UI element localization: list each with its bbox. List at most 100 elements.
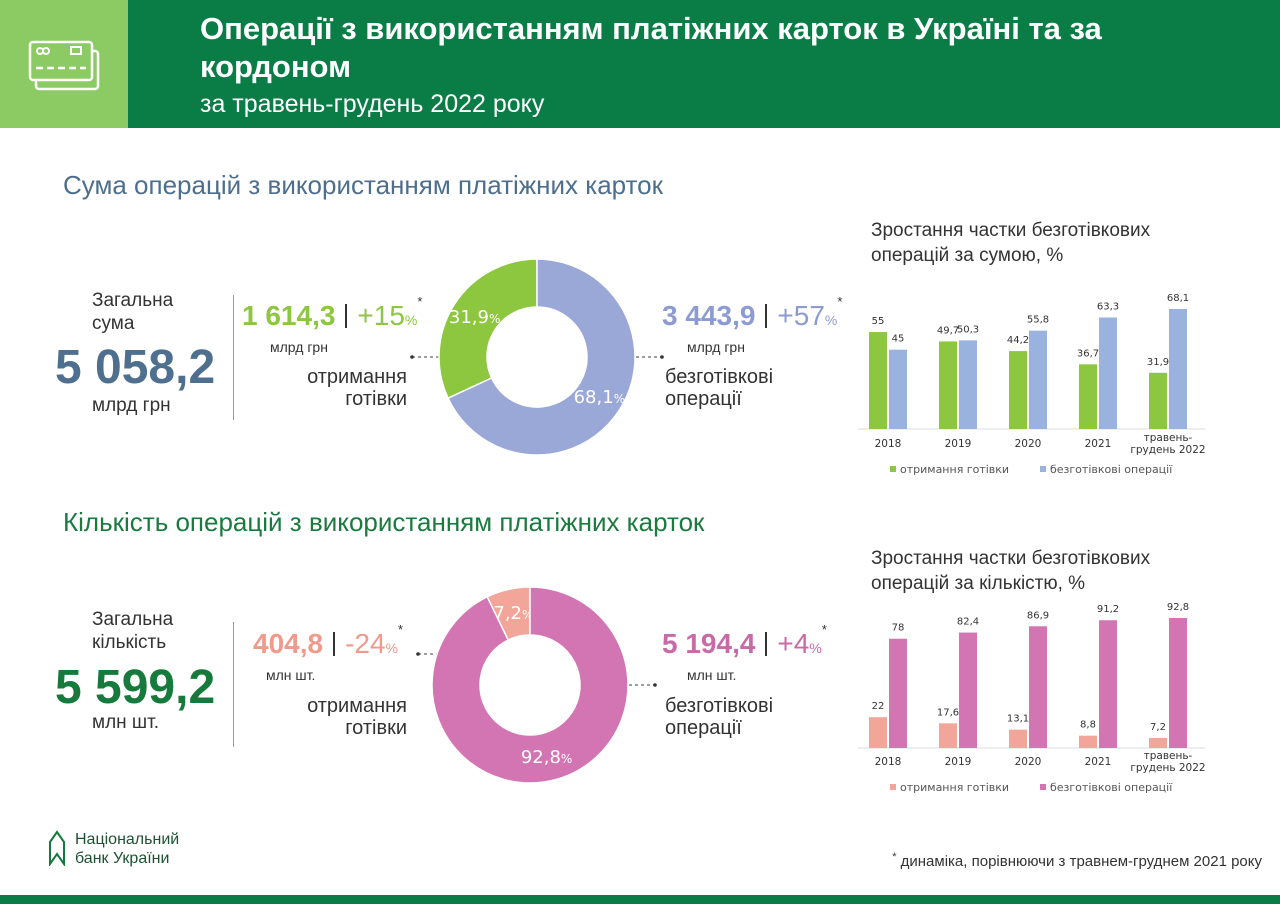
cash-row: 1 614,3 +15% * xyxy=(242,294,422,332)
data-label: 31,9 xyxy=(1147,357,1169,368)
x-tick-label: 2019 xyxy=(945,756,972,768)
total-unit: млрд грн xyxy=(92,395,171,416)
cashless-change: +4 xyxy=(777,628,810,659)
tick-line: травень- xyxy=(1144,432,1193,444)
pie-slice xyxy=(438,258,538,400)
divider xyxy=(233,622,234,747)
bar xyxy=(889,349,907,429)
data-label: 68,1 xyxy=(1167,293,1189,304)
header-icon-box xyxy=(0,0,128,128)
label-value: 7,2 xyxy=(493,603,522,624)
cashless-label: безготівкові операції xyxy=(665,695,774,739)
pct: % xyxy=(809,640,822,656)
total-unit: млн шт. xyxy=(92,712,160,733)
divider xyxy=(233,295,234,420)
data-label: 55,8 xyxy=(1027,315,1049,326)
legend-label: отримання готівки xyxy=(900,781,1009,794)
cash-row: 404,8 -24% * xyxy=(253,622,403,660)
data-label: 92,8 xyxy=(1167,602,1189,613)
cashless-row: 3 443,9 +57% * xyxy=(662,294,842,332)
bar xyxy=(959,632,977,748)
tick-line: травень- xyxy=(1144,750,1193,762)
data-label: 55 xyxy=(872,316,885,327)
note-mark: * xyxy=(821,622,827,637)
pct: % xyxy=(824,312,838,328)
bar xyxy=(1029,330,1047,429)
bar xyxy=(1149,372,1167,429)
cashless-unit: млрд грн xyxy=(687,339,745,355)
data-label: 63,3 xyxy=(1097,301,1119,312)
footnote: * динаміка, порівнюючи з травнем-груднем… xyxy=(892,851,1262,870)
data-label: 82,4 xyxy=(957,617,979,628)
x-tick-label: 2018 xyxy=(875,756,902,768)
x-tick-label: 2021 xyxy=(1085,438,1112,450)
total-value: 5 058,2 xyxy=(55,341,216,394)
bar xyxy=(1169,618,1187,748)
data-label: 78 xyxy=(892,623,905,634)
note-mark: * xyxy=(398,622,404,637)
cashless-change: +57 xyxy=(777,300,825,331)
pie-slice xyxy=(447,258,636,456)
footer-bar xyxy=(0,895,1280,904)
legend-label: отримання готівки xyxy=(900,463,1009,476)
cashless-value: 5 194,4 xyxy=(662,628,756,659)
x-tick-label: 2020 xyxy=(1015,756,1042,768)
bar xyxy=(939,341,957,429)
subtitle: за травень-грудень 2022 року xyxy=(200,90,545,118)
pct: % xyxy=(385,640,398,656)
cash-label: отримання готівки xyxy=(307,366,407,410)
bar xyxy=(1009,729,1027,748)
note-mark: * xyxy=(417,294,423,309)
total-value: 5 599,2 xyxy=(55,661,216,714)
total-label: Загальна кількість xyxy=(92,609,174,653)
data-label: 22 xyxy=(872,701,885,712)
chart-title: Зростання частки безготівкових операцій … xyxy=(871,548,1151,594)
cash-change: +15 xyxy=(357,300,405,331)
cash-label: отримання готівки xyxy=(307,695,407,739)
data-label: 7,2 xyxy=(1150,722,1166,733)
section-title: Кількість операцій з використанням платі… xyxy=(63,507,705,537)
cash-change: -24 xyxy=(345,628,386,659)
bar xyxy=(1079,735,1097,748)
data-label: 36,7 xyxy=(1077,348,1099,359)
legend-label: безготівкові операції xyxy=(1050,781,1173,794)
bar xyxy=(869,332,887,429)
note-mark: * xyxy=(892,851,897,863)
card-icon xyxy=(28,40,100,91)
bar xyxy=(1009,351,1027,429)
title: Операції з використанням платіжних карто… xyxy=(200,11,1102,84)
label-unit: % xyxy=(522,608,533,622)
data-label: 17,6 xyxy=(937,707,959,718)
tick-line: грудень 2022 xyxy=(1130,444,1205,456)
slice-label: 92,8% xyxy=(521,747,572,768)
bar xyxy=(959,340,977,429)
bank-name: Національний банк України xyxy=(75,831,180,867)
label-unit: % xyxy=(614,392,625,406)
note-text: динаміка, порівнюючи з травнем-груднем 2… xyxy=(900,853,1262,870)
cashless-label: безготівкові операції xyxy=(665,366,774,410)
data-label: 91,2 xyxy=(1097,604,1119,615)
x-tick-label: 2019 xyxy=(945,438,972,450)
bar xyxy=(1099,620,1117,748)
label-value: 68,1 xyxy=(574,387,614,408)
cash-value: 1 614,3 xyxy=(242,300,336,331)
label-unit: % xyxy=(489,312,500,326)
bar xyxy=(939,723,957,748)
label-value: 31,9 xyxy=(449,307,489,328)
bank-logo xyxy=(49,830,65,866)
data-label: 44,2 xyxy=(1007,335,1029,346)
data-label: 50,3 xyxy=(957,324,979,335)
pct: % xyxy=(404,312,418,328)
bar xyxy=(1079,364,1097,429)
data-label: 8,8 xyxy=(1080,720,1096,731)
label-value: 92,8 xyxy=(521,747,561,768)
cash-unit: млрд грн xyxy=(270,339,328,355)
slice-label: 31,9% xyxy=(449,307,500,328)
bar xyxy=(1029,626,1047,748)
data-label: 45 xyxy=(892,334,905,345)
legend-label: безготівкові операції xyxy=(1050,463,1173,476)
bar xyxy=(1099,317,1117,429)
cashless-unit: млн шт. xyxy=(687,667,737,683)
chart-title: Зростання частки безготівкових операцій … xyxy=(871,220,1151,266)
